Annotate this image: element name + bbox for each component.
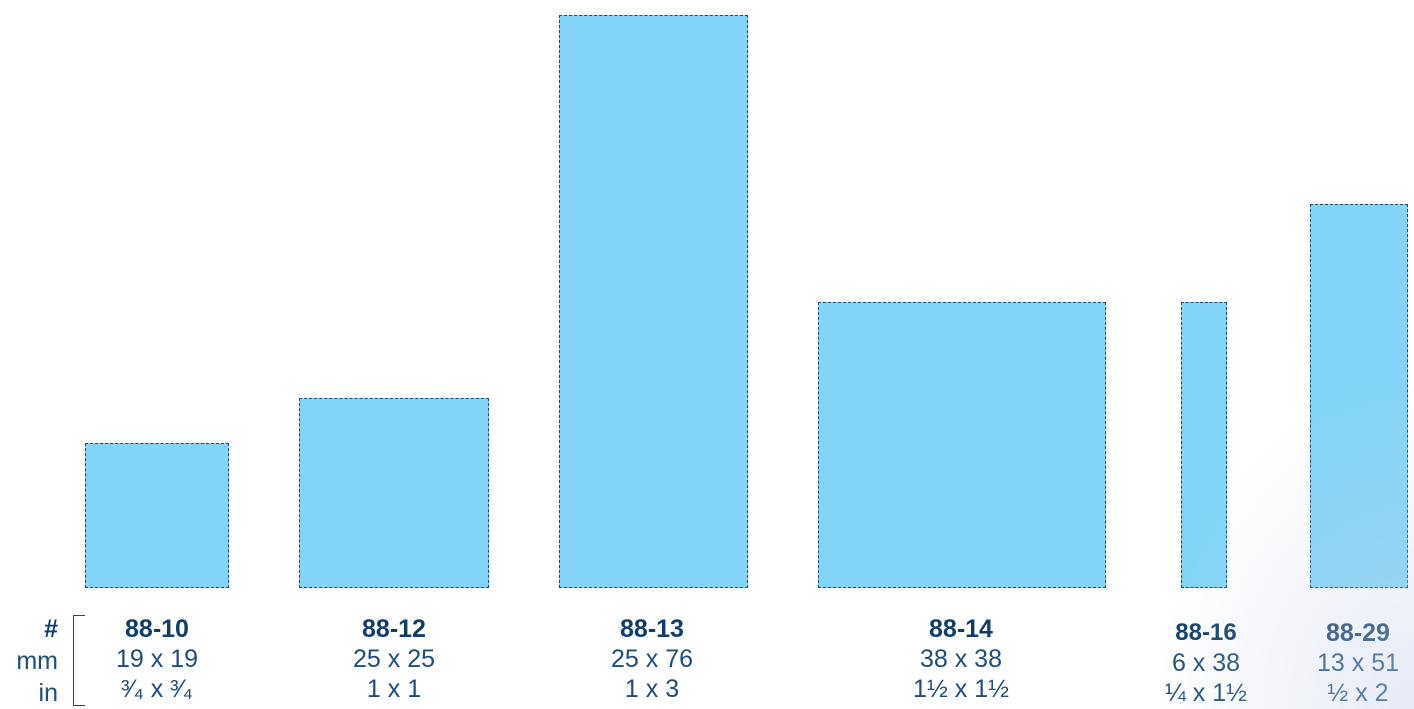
- size-in: 1½ x 1½: [913, 675, 1009, 703]
- label-88-13: 88-13 25 x 76 1 x 3: [611, 614, 693, 704]
- legend-mm: mm: [16, 647, 58, 675]
- tile-88-13: [559, 15, 748, 588]
- tile-88-10: [85, 443, 229, 588]
- size-mm: 25 x 25: [352, 645, 436, 673]
- label-88-14: 88-14 38 x 38 1½ x 1½: [913, 614, 1009, 704]
- product-code: 88-16: [1175, 619, 1237, 646]
- product-code: 88-14: [929, 615, 993, 643]
- legend-bracket: [73, 615, 85, 706]
- product-code: 88-10: [125, 615, 189, 643]
- size-in: ¼ x 1½: [1165, 679, 1247, 707]
- legend-hash: #: [44, 615, 58, 643]
- label-88-16: 88-16 6 x 38 ¼ x 1½: [1165, 618, 1247, 708]
- legend-in: in: [38, 679, 58, 707]
- size-mm: 6 x 38: [1171, 649, 1241, 677]
- product-code: 88-13: [620, 615, 684, 643]
- size-in: ½ x 2: [1327, 679, 1389, 707]
- product-code: 88-12: [362, 615, 426, 643]
- size-mm: 38 x 38: [919, 645, 1002, 673]
- size-in: ³⁄₄ x ³⁄₄: [121, 675, 193, 703]
- tile-88-16: [1181, 302, 1227, 588]
- size-in: 1 x 1: [366, 675, 422, 703]
- size-mm: 25 x 76: [610, 645, 694, 673]
- tile-88-29: [1310, 204, 1408, 588]
- size-in: 1 x 3: [624, 675, 680, 703]
- label-88-12: 88-12 25 x 25 1 x 1: [353, 614, 435, 704]
- size-mm: 13 x 51: [1316, 649, 1400, 677]
- tile-88-12: [299, 398, 489, 588]
- label-88-10: 88-10 19 x 19 ³⁄₄ x ³⁄₄: [116, 614, 198, 704]
- tile-88-14: [818, 302, 1106, 588]
- size-mm: 19 x 19: [115, 645, 199, 673]
- product-code: 88-29: [1326, 619, 1390, 647]
- label-88-29: 88-29 13 x 51 ½ x 2: [1317, 618, 1399, 708]
